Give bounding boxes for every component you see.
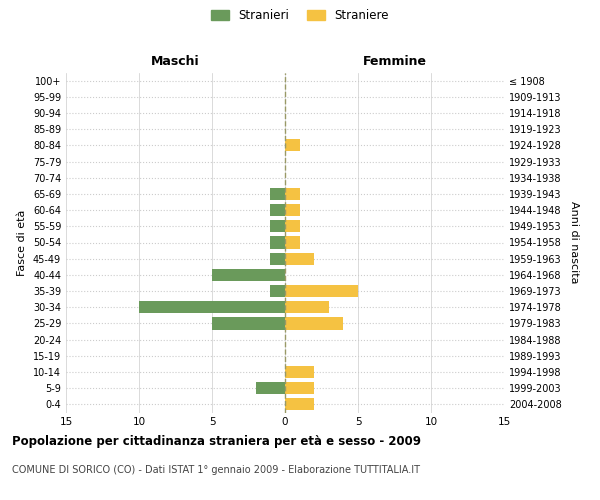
Bar bbox=[271, 285, 285, 297]
Text: Femmine: Femmine bbox=[362, 54, 427, 68]
Bar bbox=[271, 220, 285, 232]
Bar bbox=[271, 204, 285, 216]
Bar bbox=[285, 318, 343, 330]
Y-axis label: Fasce di età: Fasce di età bbox=[17, 210, 27, 276]
Bar bbox=[285, 140, 299, 151]
Bar bbox=[285, 252, 314, 265]
Text: Popolazione per cittadinanza straniera per età e sesso - 2009: Popolazione per cittadinanza straniera p… bbox=[12, 435, 421, 448]
Legend: Stranieri, Straniere: Stranieri, Straniere bbox=[208, 6, 392, 26]
Bar bbox=[285, 398, 314, 410]
Bar bbox=[285, 301, 329, 314]
Bar bbox=[285, 382, 314, 394]
Bar bbox=[212, 269, 285, 281]
Bar bbox=[285, 366, 314, 378]
Text: Maschi: Maschi bbox=[151, 54, 200, 68]
Bar bbox=[285, 220, 299, 232]
Bar bbox=[271, 188, 285, 200]
Bar bbox=[285, 236, 299, 248]
Bar bbox=[271, 236, 285, 248]
Bar bbox=[139, 301, 285, 314]
Bar bbox=[285, 285, 358, 297]
Bar bbox=[271, 252, 285, 265]
Bar bbox=[212, 318, 285, 330]
Bar bbox=[285, 204, 299, 216]
Bar bbox=[256, 382, 285, 394]
Y-axis label: Anni di nascita: Anni di nascita bbox=[569, 201, 578, 283]
Bar bbox=[285, 188, 299, 200]
Text: COMUNE DI SORICO (CO) - Dati ISTAT 1° gennaio 2009 - Elaborazione TUTTITALIA.IT: COMUNE DI SORICO (CO) - Dati ISTAT 1° ge… bbox=[12, 465, 420, 475]
